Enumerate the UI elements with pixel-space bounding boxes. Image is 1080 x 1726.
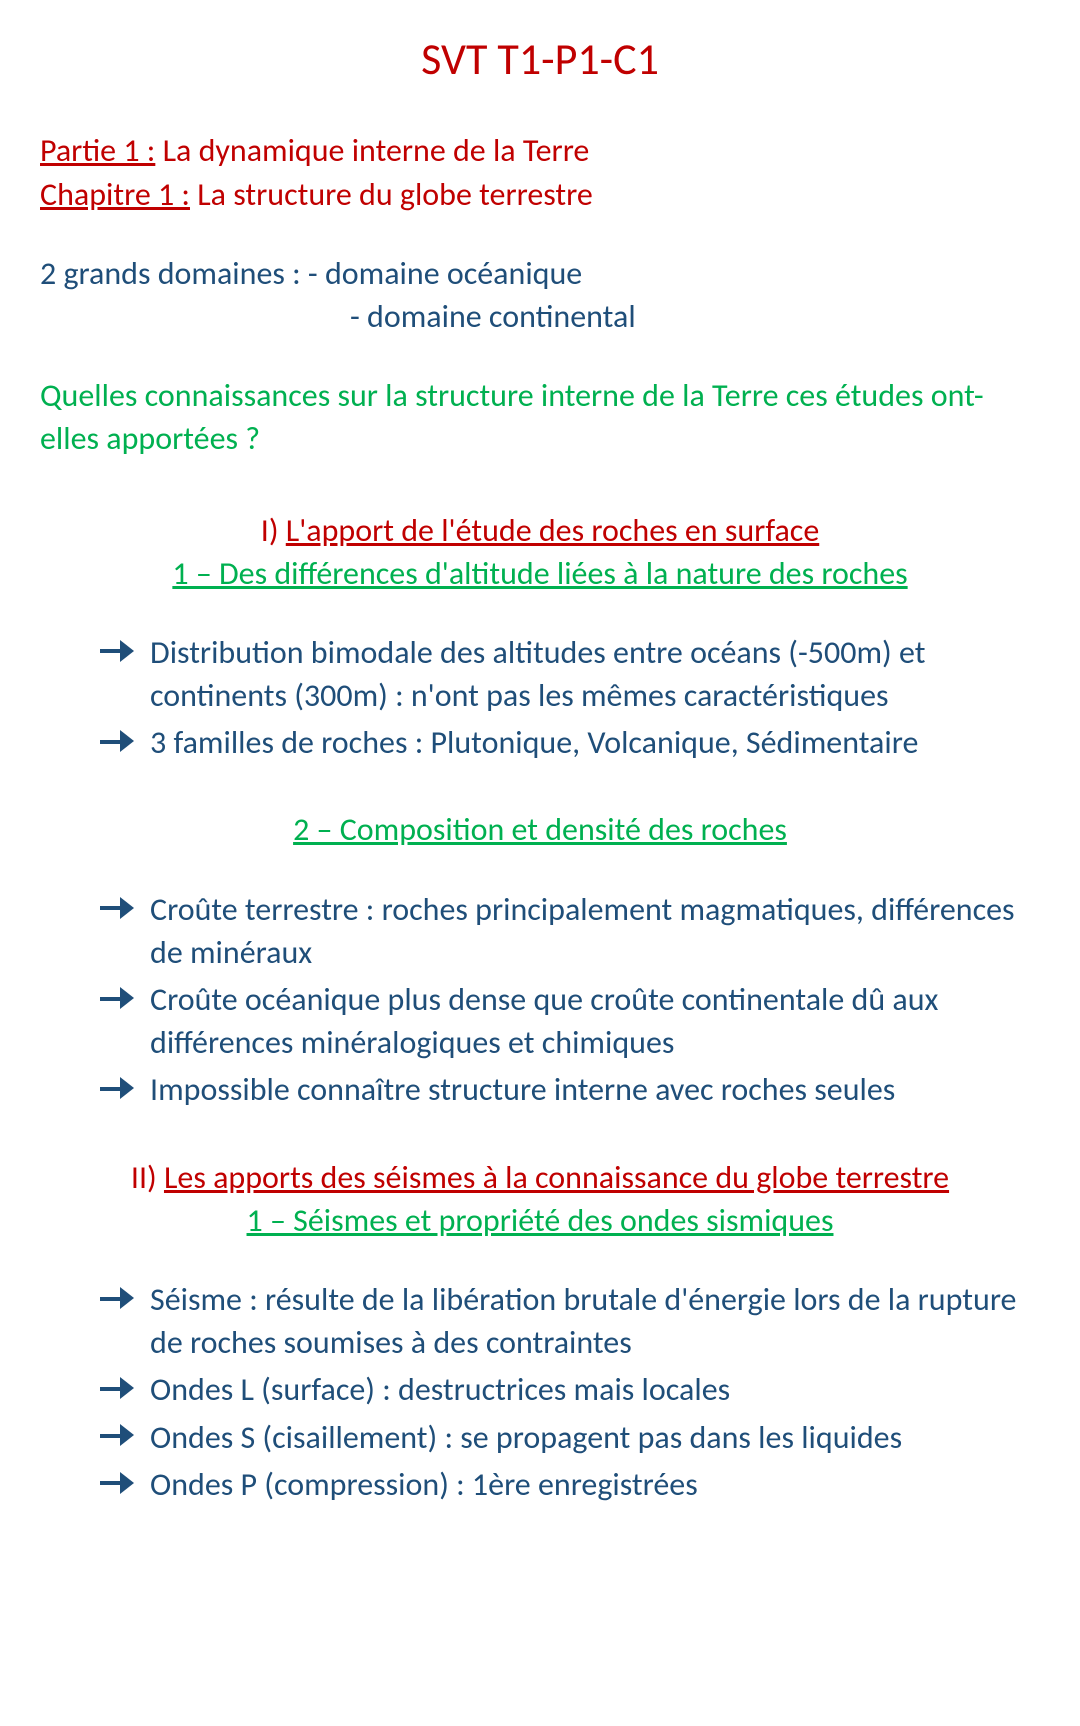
partie-text: La dynamique interne de la Terre [155, 131, 589, 170]
list-item: Ondes L (surface) : destructrices mais l… [100, 1368, 1030, 1411]
header-block: Partie 1 : La dynamique interne de la Te… [40, 129, 1040, 215]
guiding-question: Quelles connaissances sur la structure i… [40, 374, 1040, 460]
partie-label: Partie 1 : [40, 131, 155, 170]
partie-line: Partie 1 : La dynamique interne de la Te… [40, 129, 1040, 172]
chapitre-line: Chapitre 1 : La structure du globe terre… [40, 173, 1040, 216]
section-1-sub-1-list: Distribution bimodale des altitudes entr… [40, 631, 1040, 765]
list-item: Séisme : résulte de la libération brutal… [100, 1278, 1030, 1364]
chapitre-text: La structure du globe terrestre [190, 175, 593, 214]
list-item: Ondes S (cisaillement) : se propagent pa… [100, 1416, 1030, 1459]
document-title: SVT T1-P1-C1 [40, 30, 1040, 89]
section-1-title: L'apport de l'étude des roches en surfac… [286, 511, 819, 550]
list-item: Croûte terrestre : roches principalement… [100, 888, 1030, 974]
section-1-heading: I) L'apport de l'étude des roches en sur… [40, 509, 1040, 552]
domains-block: 2 grands domaines : - domaine océanique … [40, 252, 1040, 338]
list-item: Distribution bimodale des altitudes entr… [100, 631, 1030, 717]
domains-line2: - domaine continental [40, 295, 1040, 338]
list-item: Croûte océanique plus dense que croûte c… [100, 978, 1030, 1064]
domains-line1: 2 grands domaines : - domaine océanique [40, 252, 1040, 295]
chapitre-label: Chapitre 1 : [40, 175, 190, 214]
list-item: 3 familles de roches : Plutonique, Volca… [100, 721, 1030, 764]
section-1-num: I) [261, 511, 286, 550]
section-1-sub-2-list: Croûte terrestre : roches principalement… [40, 888, 1040, 1112]
section-2-num: II) [131, 1158, 164, 1197]
section-2-heading: II) Les apports des séismes à la connais… [40, 1156, 1040, 1199]
section-1-sub-2-heading: 2 – Composition et densité des roches [40, 808, 1040, 851]
section-2-title: Les apports des séismes à la connaissanc… [164, 1158, 949, 1197]
section-2-sub-1-list: Séisme : résulte de la libération brutal… [40, 1278, 1040, 1506]
list-item: Ondes P (compression) : 1ère enregistrée… [100, 1463, 1030, 1506]
list-item: Impossible connaître structure interne a… [100, 1068, 1030, 1111]
section-1-sub-1-heading: 1 – Des différences d'altitude liées à l… [40, 552, 1040, 595]
section-2-sub-1-heading: 1 – Séismes et propriété des ondes sismi… [40, 1199, 1040, 1242]
